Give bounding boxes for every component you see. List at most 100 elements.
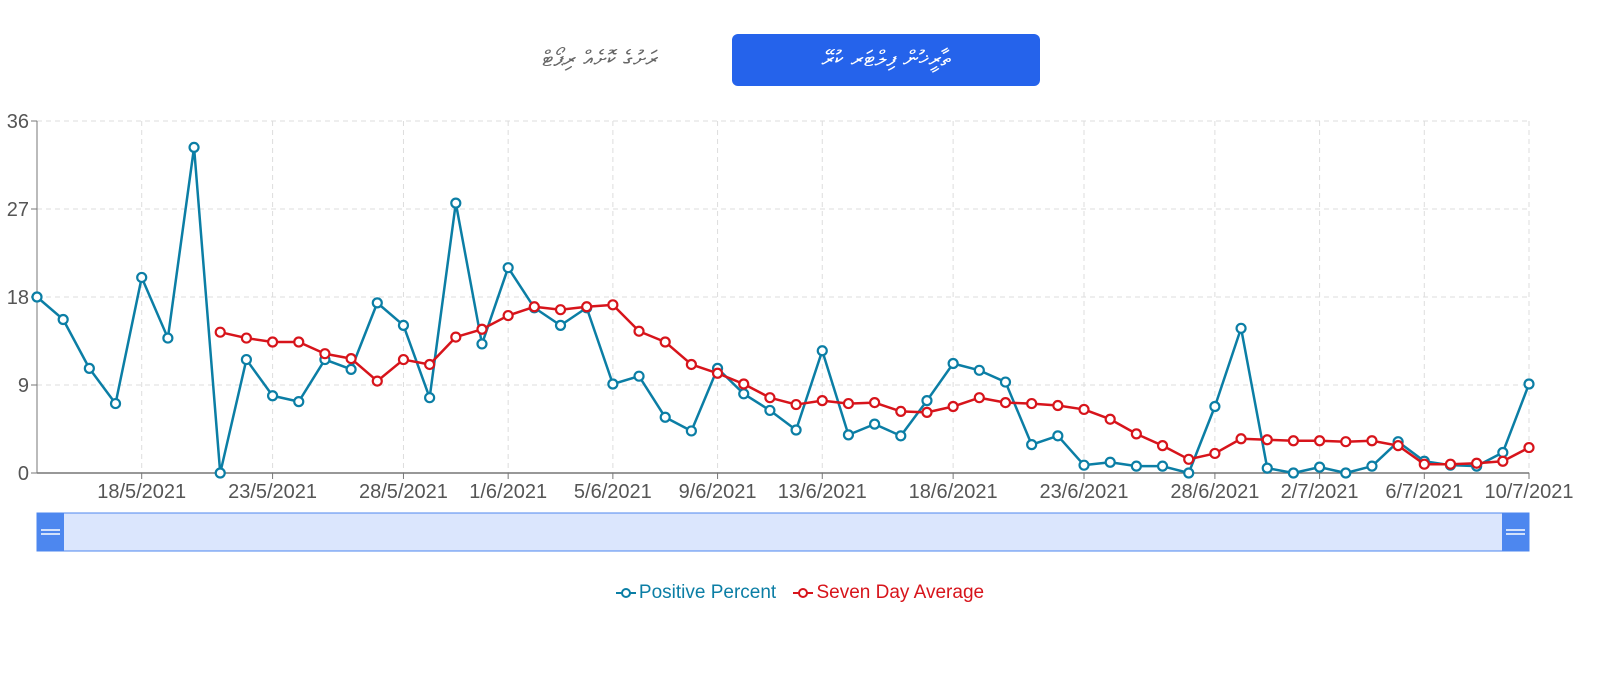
- data-point-seven-day-average: [528, 301, 540, 313]
- data-point-seven-day-average: [1313, 435, 1326, 447]
- data-point-seven-day-average: [1287, 435, 1300, 447]
- data-point-positive-percent: [1313, 461, 1326, 473]
- x-tick-label: 28/6/2021: [1170, 481, 1259, 503]
- data-point-seven-day-average: [895, 405, 907, 417]
- data-point-positive-percent: [1078, 459, 1090, 471]
- data-point-positive-percent: [1261, 462, 1273, 474]
- data-point-positive-percent: [1183, 467, 1195, 479]
- y-tick-label: 0: [18, 463, 29, 485]
- data-point-seven-day-average: [424, 358, 436, 371]
- data-point-positive-percent: [162, 332, 174, 344]
- x-tick-label: 1/6/2021: [469, 481, 547, 503]
- tab-date-filter[interactable]: ތާރީޚުން ފިލްޓަރ ކުރޭ: [732, 34, 1040, 86]
- data-point-seven-day-average: [1497, 455, 1509, 467]
- data-point-positive-percent: [188, 141, 200, 153]
- data-point-seven-day-average: [502, 309, 514, 322]
- data-point-seven-day-average: [921, 406, 933, 418]
- data-point-positive-percent: [685, 425, 697, 437]
- legend-marker-positive-icon: [615, 587, 636, 598]
- data-point-positive-percent: [136, 271, 148, 284]
- data-point-positive-percent: [1052, 430, 1064, 442]
- data-point-seven-day-average: [1104, 413, 1116, 425]
- data-point-positive-percent: [764, 404, 776, 417]
- data-point-seven-day-average: [869, 397, 881, 409]
- data-point-seven-day-average: [476, 323, 488, 335]
- data-point-seven-day-average: [1156, 440, 1169, 452]
- data-point-positive-percent: [266, 390, 279, 402]
- legend-marker-average-icon: [793, 587, 814, 598]
- data-point-seven-day-average: [1026, 397, 1038, 410]
- data-point-seven-day-average: [1523, 441, 1535, 454]
- data-point-seven-day-average: [973, 392, 985, 404]
- data-point-seven-day-average: [1418, 458, 1430, 470]
- y-tick-label: 36: [7, 111, 29, 133]
- data-point-seven-day-average: [1052, 399, 1064, 412]
- data-point-seven-day-average: [581, 301, 593, 313]
- data-point-seven-day-average: [607, 299, 619, 311]
- y-tick-label: 9: [18, 375, 29, 397]
- data-point-positive-percent: [738, 388, 750, 400]
- x-axis: 18/5/2021 23/5/2021 28/5/2021 1/6/2021 5/6/2…: [37, 472, 1573, 503]
- x-tick-label: 6/7/2021: [1385, 481, 1463, 503]
- filter-tabs: ރަށުގެ ކޮށެއް ރިޕޯޓް ތާރީޚުން ފިލްޓަރ ކު…: [0, 34, 1600, 86]
- data-point-positive-percent: [502, 262, 514, 274]
- data-point-seven-day-average: [397, 353, 410, 366]
- x-tick-label: 13/6/2021: [778, 481, 867, 503]
- data-point-positive-percent: [1209, 400, 1221, 413]
- data-point-seven-day-average: [1392, 440, 1404, 452]
- navigator-track[interactable]: [36, 512, 1530, 552]
- data-point-positive-percent: [633, 370, 645, 382]
- x-tick-label: 18/6/2021: [909, 481, 998, 503]
- data-point-seven-day-average: [1078, 403, 1090, 416]
- data-point-positive-percent: [816, 345, 828, 357]
- x-tick-label: 28/5/2021: [359, 481, 448, 503]
- data-point-positive-percent: [895, 430, 907, 442]
- data-point-seven-day-average: [1261, 434, 1273, 446]
- tab-island-report[interactable]: ރަށުގެ ކޮށެއް ރިޕޯޓް: [542, 47, 658, 72]
- data-point-positive-percent: [31, 291, 43, 303]
- data-point-positive-percent: [1287, 467, 1300, 479]
- data-point-positive-percent: [293, 396, 305, 408]
- series-layer: [31, 141, 1535, 479]
- data-point-seven-day-average: [371, 375, 383, 387]
- data-point-seven-day-average: [214, 326, 226, 338]
- x-tick-label: 23/6/2021: [1040, 481, 1129, 503]
- data-point-positive-percent: [973, 364, 985, 376]
- data-point-positive-percent: [607, 378, 619, 390]
- data-point-seven-day-average: [711, 367, 724, 379]
- legend-item-seven-day-average[interactable]: Seven Day Average: [793, 582, 984, 604]
- data-point-positive-percent: [790, 424, 802, 436]
- data-point-positive-percent: [554, 319, 567, 331]
- data-point-positive-percent: [1104, 456, 1116, 468]
- data-point-seven-day-average: [1340, 436, 1352, 448]
- data-point-positive-percent: [999, 376, 1012, 388]
- data-point-seven-day-average: [685, 358, 697, 371]
- data-point-seven-day-average: [1471, 457, 1483, 469]
- data-point-positive-percent: [371, 297, 383, 309]
- navigator-left-handle[interactable]: [37, 513, 64, 551]
- x-tick-label: 2/7/2021: [1281, 481, 1359, 503]
- data-point-seven-day-average: [790, 398, 802, 411]
- legend-item-positive-percent[interactable]: Positive Percent: [615, 582, 776, 604]
- data-point-positive-percent: [659, 411, 671, 423]
- data-point-positive-percent: [450, 197, 462, 209]
- data-point-seven-day-average: [1235, 433, 1247, 445]
- data-point-positive-percent: [214, 467, 226, 479]
- data-point-seven-day-average: [999, 397, 1012, 409]
- data-point-seven-day-average: [1209, 447, 1221, 460]
- data-point-seven-day-average: [240, 332, 253, 344]
- data-point-positive-percent: [109, 397, 122, 410]
- data-point-positive-percent: [1340, 467, 1352, 479]
- data-point-seven-day-average: [633, 325, 645, 337]
- data-point-seven-day-average: [1183, 453, 1195, 465]
- data-point-seven-day-average: [816, 395, 828, 407]
- data-point-positive-percent: [345, 363, 357, 375]
- data-point-positive-percent: [1497, 446, 1509, 459]
- data-point-seven-day-average: [1444, 458, 1457, 470]
- x-tick-label: 5/6/2021: [574, 481, 652, 503]
- data-point-positive-percent: [1235, 322, 1247, 334]
- data-point-positive-percent: [1026, 439, 1038, 451]
- navigator-right-handle[interactable]: [1502, 513, 1529, 551]
- data-point-seven-day-average: [1130, 428, 1142, 440]
